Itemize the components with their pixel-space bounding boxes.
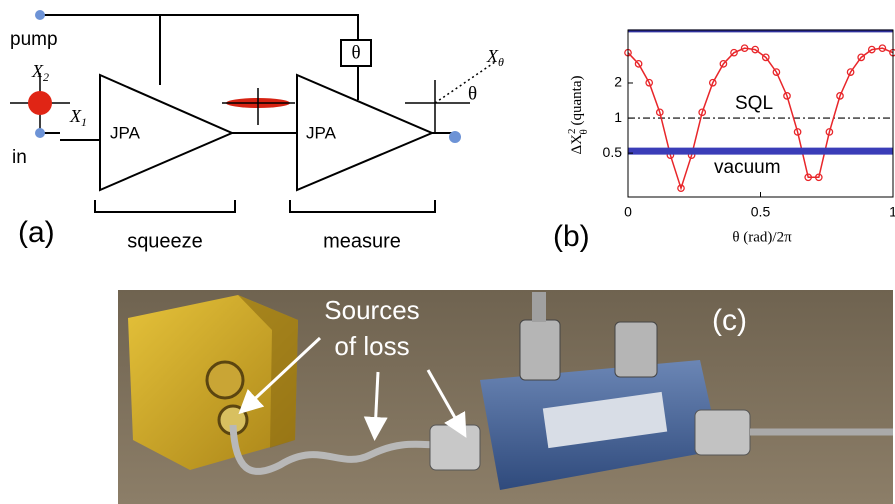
coherent-state (28, 91, 52, 115)
pump-label: pump (10, 29, 58, 50)
y-tick-label: 2 (614, 74, 622, 90)
rotated-axis (435, 62, 495, 103)
photo-annotation: Sources (324, 295, 419, 325)
panel-label: (a) (18, 216, 55, 249)
y-axis-label: ΔX2θ (quanta) (566, 76, 590, 155)
panel-label: (b) (553, 220, 590, 253)
port (449, 131, 461, 143)
panel-label: (c) (712, 304, 747, 337)
port (35, 128, 45, 138)
measure-label: measure (323, 230, 401, 252)
squeeze-label: squeeze (127, 230, 203, 252)
fitting (430, 425, 480, 470)
x-tick-label: 0 (624, 204, 632, 220)
y-tick-label: 1 (614, 109, 622, 125)
diagram (10, 15, 495, 212)
chart: 0 0.5 1 0.5 1 2 (603, 30, 895, 220)
connector (207, 362, 243, 398)
fitting (615, 322, 657, 377)
in-label: in (12, 147, 27, 168)
fitting (695, 410, 750, 455)
x-tick-label: 1 (889, 204, 895, 220)
page: pump in X2 X1 JPA JPA θ Xθ θ squeeze mea… (0, 0, 895, 504)
bracket (290, 200, 435, 212)
annotation: vacuum (714, 157, 781, 178)
figure: pump in X2 X1 JPA JPA θ Xθ θ squeeze mea… (0, 0, 895, 504)
x-tick-label: 0.5 (751, 204, 771, 220)
angle-label: θ (468, 83, 477, 104)
amp-label: JPA (306, 123, 337, 142)
x-axis-label: θ (rad)/2π (732, 229, 792, 245)
quadrature-label: X2 (31, 61, 49, 84)
bracket (95, 200, 235, 212)
annotation: SQL (735, 93, 773, 114)
y-tick-label: 0.5 (603, 144, 623, 160)
fitting (520, 320, 560, 380)
pump-line (40, 15, 358, 100)
axes-cross (222, 88, 295, 125)
port (35, 10, 45, 20)
quadrature-label: Xθ (486, 46, 504, 69)
photo: Sources of loss (c) (118, 290, 893, 504)
pipe (532, 292, 546, 322)
quadrature-label: X1 (69, 106, 87, 129)
amp-label: JPA (110, 123, 141, 142)
photo-annotation: of loss (334, 331, 409, 361)
input-line (40, 133, 100, 140)
phase-label: θ (351, 42, 360, 63)
